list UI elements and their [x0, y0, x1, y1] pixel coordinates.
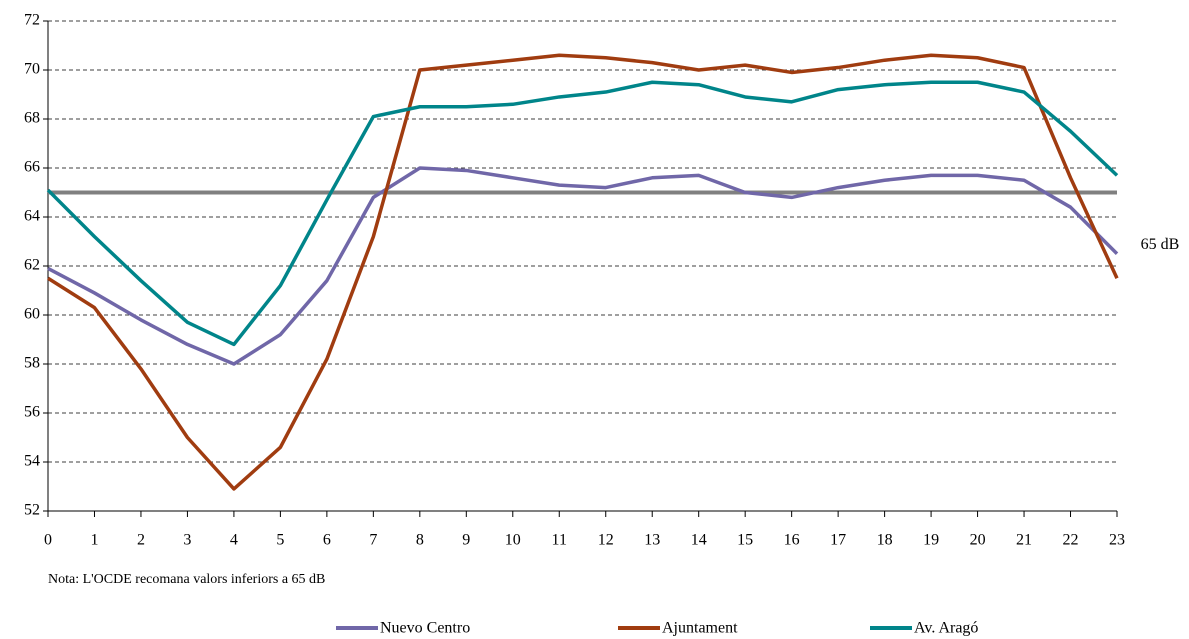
x-tick-label: 23: [1109, 532, 1125, 549]
x-tick-label: 15: [737, 532, 753, 549]
reference-label: 65 dB: [1141, 236, 1180, 253]
legend-label: Nuevo Centro: [380, 620, 470, 637]
y-tick-label: 68: [24, 110, 40, 127]
series-line: [47, 166, 1119, 366]
y-tick-label: 52: [24, 502, 40, 519]
y-tick-label: 72: [24, 12, 40, 29]
note: Nota: L'OCDE recomana valors inferiors a…: [48, 572, 325, 587]
series-line: [46, 80, 1119, 347]
x-tick-label: 12: [598, 532, 614, 549]
x-tick-label: 10: [505, 532, 521, 549]
y-tick-label: 60: [24, 306, 40, 323]
x-tick-label: 21: [1016, 532, 1032, 549]
x-tick-label: 22: [1063, 532, 1079, 549]
x-tick-label: 20: [970, 532, 986, 549]
x-tick-label: 1: [90, 532, 98, 549]
x-tick-label: 16: [784, 532, 800, 549]
series-line: [47, 53, 1119, 491]
x-tick-label: 19: [923, 532, 939, 549]
x-tick-label: 5: [276, 532, 284, 549]
x-tick-label: 14: [691, 532, 707, 549]
x-tick-label: 4: [230, 532, 238, 549]
x-tick-label: 11: [552, 532, 567, 549]
x-tick-label: 8: [416, 532, 424, 549]
y-tick-label: 56: [24, 404, 40, 421]
y-tick-label: 54: [24, 453, 40, 470]
y-tick-label: 66: [24, 159, 40, 176]
x-tick-label: 18: [877, 532, 893, 549]
x-tick-label: 17: [830, 532, 846, 549]
x-tick-label: 3: [183, 532, 191, 549]
x-tick-label: 6: [323, 532, 331, 549]
legend-label: Av. Aragó: [914, 620, 978, 637]
y-tick-label: 70: [24, 61, 40, 78]
legend-label: Ajuntament: [662, 620, 738, 637]
x-tick-label: 2: [137, 532, 145, 549]
x-tick-label: 9: [462, 532, 470, 549]
y-tick-label: 58: [24, 355, 40, 372]
y-tick-label: 64: [24, 208, 40, 225]
y-tick-label: 62: [24, 257, 40, 274]
x-tick-label: 7: [369, 532, 377, 549]
x-tick-label: 13: [644, 532, 660, 549]
x-tick-label: 0: [44, 532, 52, 549]
